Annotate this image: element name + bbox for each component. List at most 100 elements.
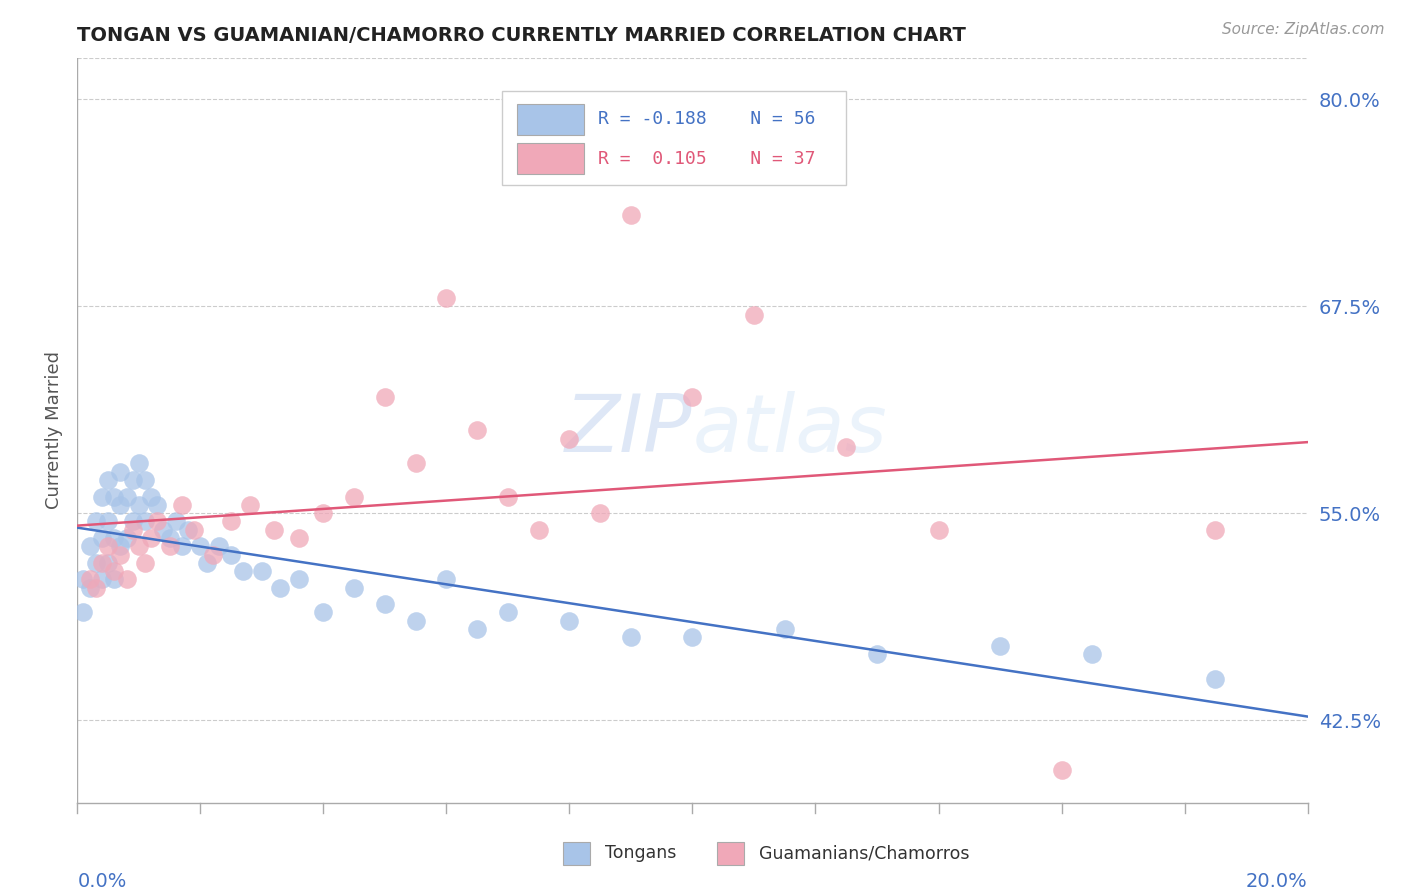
Point	[159, 539, 181, 553]
Point	[436, 291, 458, 305]
Point	[146, 515, 169, 529]
Point	[405, 457, 427, 471]
Point	[1204, 672, 1226, 686]
Point	[84, 556, 107, 570]
Point	[620, 208, 643, 222]
Point	[219, 515, 242, 529]
Point	[134, 556, 156, 570]
Point	[232, 564, 254, 578]
Point	[159, 531, 181, 545]
Point	[682, 390, 704, 404]
Point	[90, 531, 114, 545]
Text: R = -0.188    N = 56: R = -0.188 N = 56	[598, 111, 815, 128]
Point	[208, 539, 231, 553]
Point	[269, 581, 291, 595]
Point	[97, 515, 120, 529]
Point	[110, 548, 132, 562]
Point	[374, 597, 396, 611]
Point	[97, 539, 120, 553]
Point	[110, 539, 132, 553]
Point	[343, 581, 366, 595]
Point	[620, 630, 643, 644]
Point	[527, 523, 550, 537]
FancyBboxPatch shape	[502, 92, 846, 185]
Point	[141, 490, 163, 504]
Point	[170, 498, 193, 512]
Point	[250, 564, 273, 578]
Point	[239, 498, 262, 512]
Text: 0.0%: 0.0%	[77, 872, 127, 891]
Point	[134, 515, 156, 529]
Point	[201, 548, 224, 562]
Text: atlas: atlas	[693, 392, 887, 469]
Point	[103, 531, 125, 545]
Point	[195, 556, 218, 570]
Point	[134, 473, 156, 487]
Text: R =  0.105    N = 37: R = 0.105 N = 37	[598, 150, 815, 168]
Bar	[516, 103, 585, 135]
Point	[97, 473, 120, 487]
Point	[97, 556, 120, 570]
Text: Tongans: Tongans	[605, 845, 676, 863]
Point	[152, 523, 174, 537]
Point	[312, 606, 335, 620]
Point	[128, 457, 150, 471]
Text: TONGAN VS GUAMANIAN/CHAMORRO CURRENTLY MARRIED CORRELATION CHART: TONGAN VS GUAMANIAN/CHAMORRO CURRENTLY M…	[77, 26, 966, 45]
Point	[84, 515, 107, 529]
Point	[374, 390, 396, 404]
Point	[835, 440, 858, 454]
Text: 20.0%: 20.0%	[1246, 872, 1308, 891]
Point	[188, 539, 212, 553]
Point	[90, 556, 114, 570]
Point	[177, 523, 200, 537]
Point	[121, 515, 143, 529]
Point	[496, 490, 519, 504]
Point	[128, 539, 150, 553]
Point	[988, 639, 1011, 653]
Point	[115, 573, 138, 587]
Point	[121, 473, 143, 487]
Text: Source: ZipAtlas.com: Source: ZipAtlas.com	[1222, 22, 1385, 37]
Bar	[717, 842, 744, 864]
Point	[465, 622, 488, 636]
Point	[742, 308, 765, 322]
Point	[589, 506, 612, 520]
Point	[773, 622, 796, 636]
Point	[288, 573, 311, 587]
Point	[103, 573, 125, 587]
Text: ZIP: ZIP	[565, 392, 693, 469]
Point	[928, 523, 950, 537]
Point	[90, 573, 114, 587]
Point	[219, 548, 242, 562]
Point	[312, 506, 335, 520]
Point	[115, 490, 138, 504]
Point	[115, 531, 138, 545]
Point	[103, 564, 125, 578]
Point	[121, 523, 143, 537]
Point	[72, 573, 94, 587]
Bar	[564, 842, 591, 864]
Point	[128, 498, 150, 512]
Point	[79, 581, 101, 595]
Point	[183, 523, 205, 537]
Text: Guamanians/Chamorros: Guamanians/Chamorros	[759, 845, 969, 863]
Point	[288, 531, 311, 545]
Point	[1050, 763, 1073, 777]
Point	[110, 498, 132, 512]
Point	[79, 539, 101, 553]
Point	[558, 614, 581, 628]
Point	[682, 630, 704, 644]
Point	[866, 647, 889, 661]
Point	[84, 581, 107, 595]
Point	[110, 465, 132, 479]
Point	[146, 498, 169, 512]
Point	[90, 490, 114, 504]
Point	[170, 539, 193, 553]
Point	[141, 531, 163, 545]
Point	[343, 490, 366, 504]
Point	[405, 614, 427, 628]
Point	[558, 432, 581, 446]
Point	[436, 573, 458, 587]
Point	[1081, 647, 1104, 661]
Point	[263, 523, 285, 537]
